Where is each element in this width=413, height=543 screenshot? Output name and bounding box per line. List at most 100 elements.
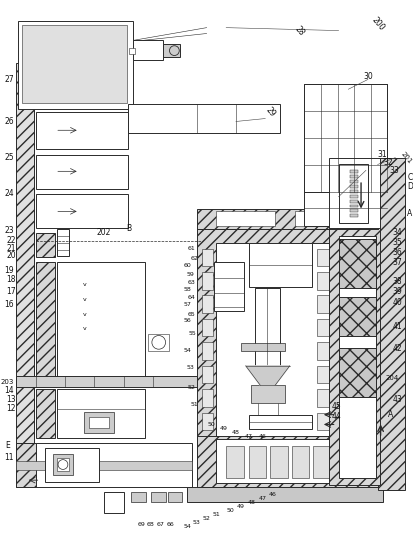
- Bar: [214, 262, 243, 311]
- Bar: [201, 272, 213, 289]
- Bar: [316, 319, 328, 337]
- Text: 18: 18: [6, 275, 16, 285]
- Bar: [255, 288, 279, 366]
- Bar: [349, 185, 357, 188]
- Text: v: v: [82, 282, 86, 287]
- Bar: [201, 295, 213, 313]
- Text: 24: 24: [5, 190, 14, 198]
- Text: 43: 43: [392, 395, 401, 403]
- Text: 57: 57: [183, 302, 190, 307]
- Bar: [147, 333, 169, 351]
- Text: 48: 48: [231, 430, 239, 435]
- Text: 19: 19: [5, 266, 14, 275]
- Text: 31: 31: [377, 150, 387, 159]
- Text: 12: 12: [6, 405, 16, 413]
- Text: D: D: [406, 182, 412, 192]
- Bar: [201, 342, 213, 360]
- Bar: [316, 366, 328, 383]
- Text: 44: 44: [331, 412, 341, 421]
- Bar: [216, 243, 357, 482]
- Text: 50: 50: [225, 508, 233, 513]
- Text: 49: 49: [219, 426, 227, 431]
- Bar: [338, 236, 375, 478]
- Bar: [129, 48, 135, 54]
- Text: 66: 66: [166, 522, 174, 527]
- Text: 52: 52: [202, 516, 210, 521]
- Bar: [338, 239, 375, 288]
- Text: 27: 27: [5, 75, 14, 84]
- Text: 16: 16: [5, 300, 14, 309]
- Bar: [16, 63, 33, 485]
- Text: B: B: [126, 224, 131, 233]
- Text: 54: 54: [183, 348, 190, 352]
- Text: 201: 201: [399, 150, 412, 165]
- Bar: [338, 165, 367, 223]
- Bar: [377, 157, 404, 490]
- Text: 69: 69: [137, 522, 145, 527]
- Text: 47: 47: [244, 434, 252, 439]
- Text: 46: 46: [258, 434, 266, 439]
- Text: 54: 54: [183, 523, 190, 528]
- Bar: [57, 262, 145, 380]
- Text: 21: 21: [6, 244, 16, 253]
- Bar: [57, 458, 69, 471]
- Text: C: C: [406, 173, 411, 182]
- Text: 50: 50: [207, 422, 215, 427]
- Bar: [316, 295, 328, 313]
- Bar: [349, 190, 357, 193]
- Bar: [22, 25, 127, 103]
- Bar: [201, 389, 213, 407]
- Bar: [57, 389, 145, 438]
- Text: 64: 64: [188, 295, 195, 300]
- Text: 203: 203: [0, 380, 14, 386]
- Text: 29: 29: [263, 105, 276, 118]
- Text: 33: 33: [389, 166, 398, 175]
- Text: 51: 51: [212, 512, 220, 517]
- Bar: [316, 249, 328, 266]
- Bar: [89, 416, 109, 428]
- Bar: [131, 492, 146, 502]
- Bar: [18, 21, 133, 109]
- Text: 22: 22: [6, 236, 16, 245]
- Text: 41: 41: [392, 322, 401, 331]
- Bar: [349, 214, 357, 217]
- Bar: [270, 446, 287, 478]
- Bar: [57, 229, 69, 256]
- Bar: [338, 348, 375, 397]
- Bar: [16, 443, 192, 487]
- Bar: [201, 366, 213, 383]
- Bar: [312, 446, 330, 478]
- Text: 46: 46: [268, 493, 276, 497]
- Text: 14: 14: [5, 386, 14, 395]
- Bar: [349, 171, 357, 173]
- Bar: [250, 386, 284, 403]
- Bar: [316, 389, 328, 407]
- Bar: [201, 249, 213, 266]
- Text: 34: 34: [392, 229, 401, 237]
- Bar: [304, 84, 387, 192]
- Text: 65: 65: [188, 312, 195, 317]
- Text: 204: 204: [385, 375, 398, 381]
- Bar: [16, 443, 36, 487]
- Bar: [216, 439, 357, 483]
- Bar: [16, 376, 197, 387]
- Bar: [162, 45, 180, 57]
- Text: 68: 68: [147, 522, 154, 527]
- Bar: [349, 205, 357, 207]
- Text: 52: 52: [188, 385, 195, 390]
- Text: 62: 62: [190, 256, 198, 261]
- Text: 51: 51: [190, 402, 198, 407]
- Text: 32: 32: [383, 158, 392, 167]
- Bar: [187, 487, 382, 502]
- Text: E: E: [5, 441, 9, 451]
- Bar: [53, 454, 73, 475]
- Bar: [36, 389, 55, 438]
- Bar: [328, 157, 379, 228]
- Text: 25: 25: [5, 153, 14, 162]
- Text: v: v: [82, 312, 86, 317]
- Bar: [36, 262, 55, 380]
- Bar: [294, 211, 352, 226]
- Bar: [248, 243, 311, 287]
- Bar: [349, 195, 357, 198]
- Bar: [225, 446, 243, 478]
